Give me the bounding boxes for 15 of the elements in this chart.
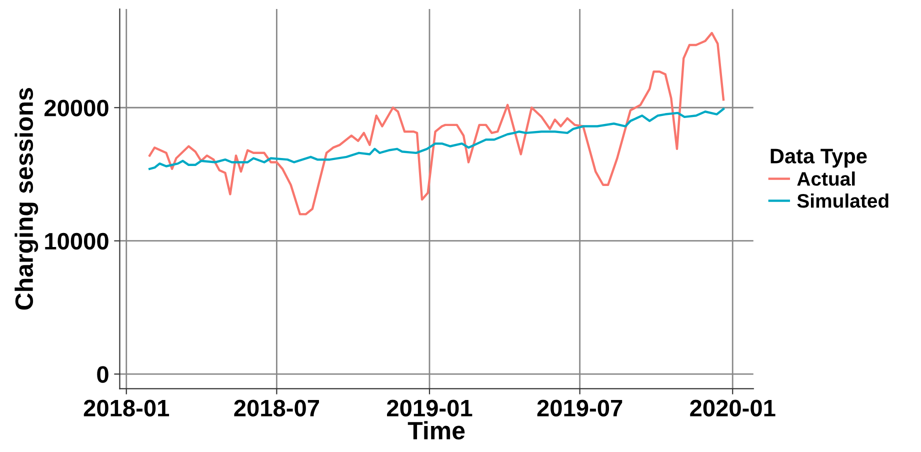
x-axis-title: Time: [408, 421, 465, 440]
x-tick-label: 2020-01: [690, 400, 776, 416]
line-series: [148, 108, 725, 170]
x-tick-label: 2018-07: [234, 400, 319, 416]
x-tick-label: 2019-01: [386, 400, 472, 416]
y-tick-label: 10000: [45, 232, 108, 250]
line-series: [148, 32, 725, 216]
legend-label: Actual: [797, 171, 855, 186]
x-tick-label: 2019-07: [537, 400, 622, 416]
y-tick-label: 0: [97, 366, 108, 383]
y-axis-title: Charging sessions: [14, 88, 38, 310]
x-tick-label: 2018-01: [84, 400, 170, 416]
legend-label: Simulated: [797, 193, 888, 208]
y-tick-label: 20000: [44, 100, 108, 116]
legend-title: Data Type: [770, 148, 867, 168]
